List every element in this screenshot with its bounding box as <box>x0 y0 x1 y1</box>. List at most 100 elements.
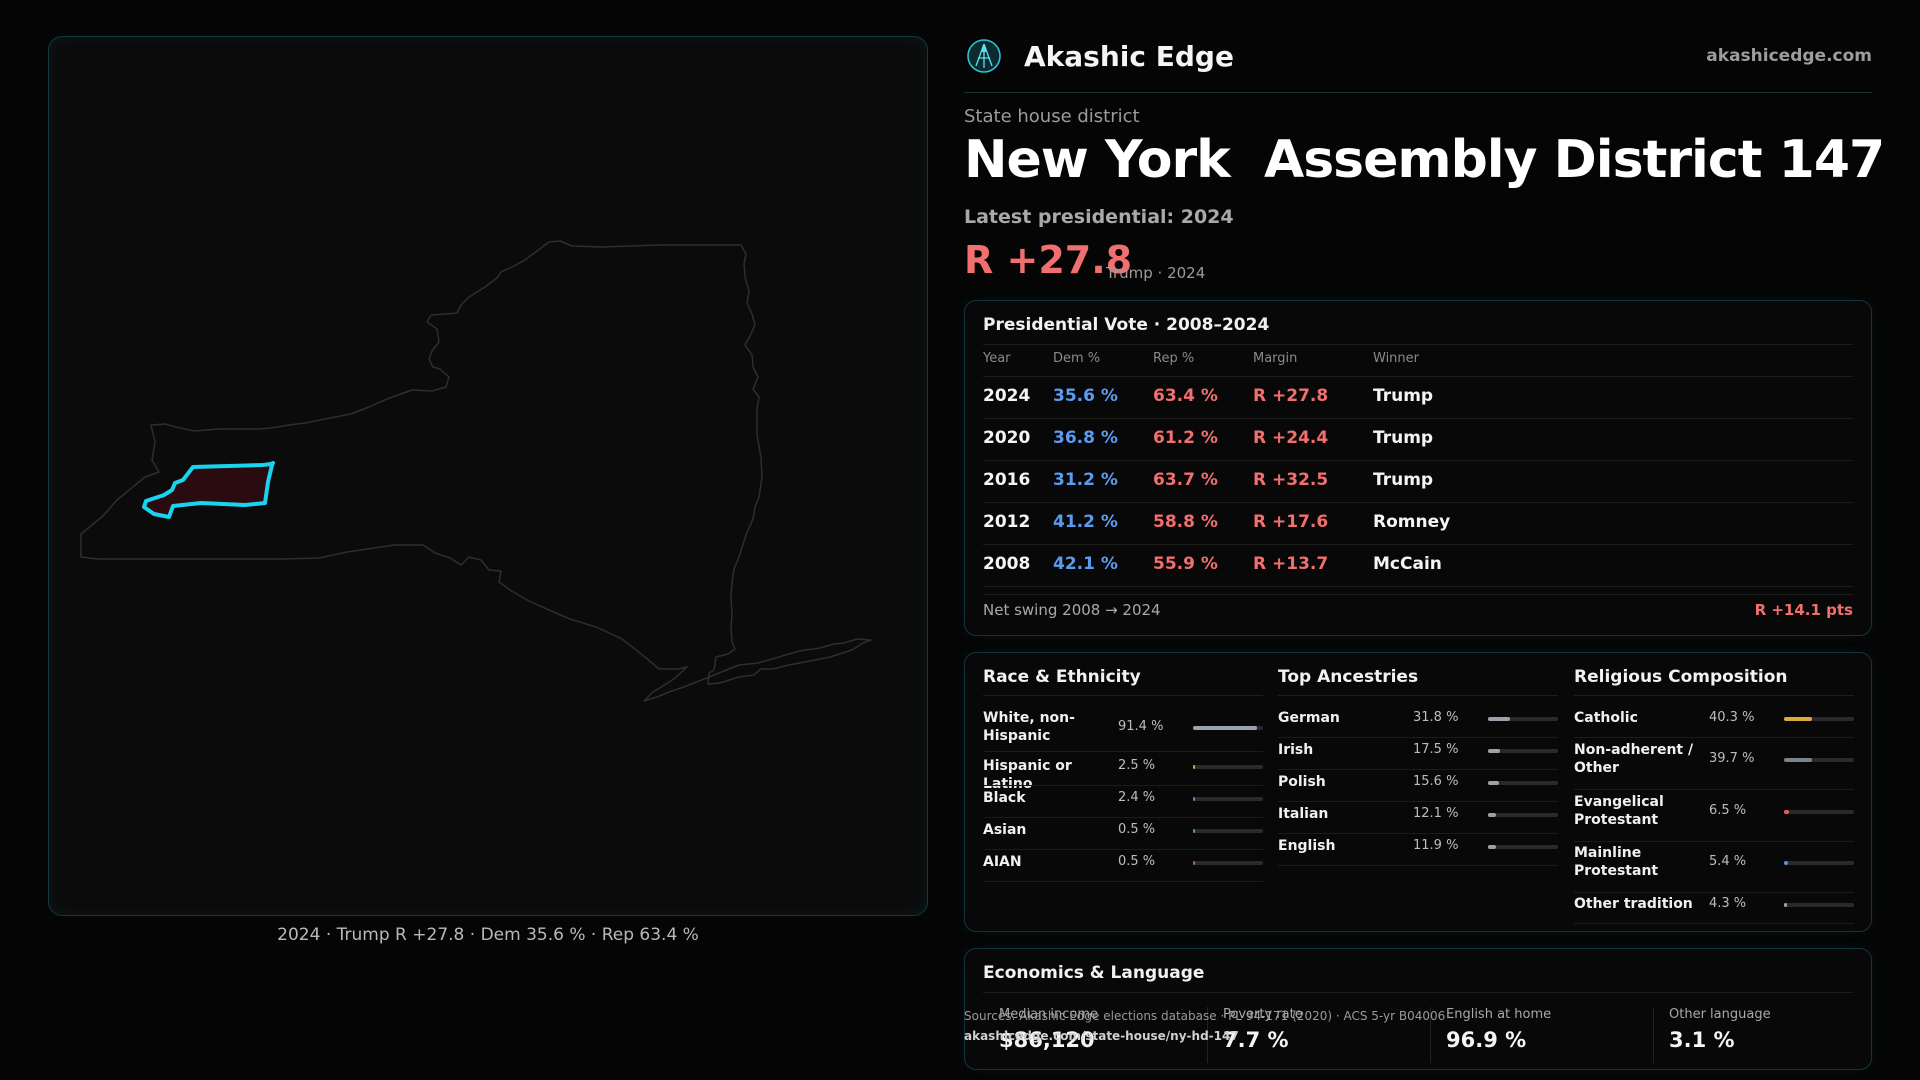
stat-label: Black <box>983 790 1026 806</box>
state-map[interactable] <box>49 37 929 917</box>
stat-label: Polish <box>1278 774 1326 790</box>
row-divider <box>983 594 1853 595</box>
stat-label: Median income <box>999 1007 1099 1022</box>
stat-row[interactable]: Evangelical Protestant 6.5 % <box>1574 793 1854 842</box>
stat-label: Other tradition <box>1574 896 1693 912</box>
row-rep: 61.2 % <box>1153 428 1218 448</box>
stat-label: German <box>1278 710 1340 726</box>
row-dem: 42.1 % <box>1053 554 1118 574</box>
brand-url-link[interactable]: akashicedge.com <box>1706 46 1872 66</box>
row-divider <box>983 751 1263 752</box>
stat-value: 96.9 % <box>1446 1028 1527 1052</box>
row-dem: 36.8 % <box>1053 428 1118 448</box>
card-divider <box>983 992 1853 993</box>
stat-label: Asian <box>983 822 1027 838</box>
stat-bar-track <box>1784 903 1854 907</box>
row-dem: 35.6 % <box>1053 386 1118 406</box>
stat-bar-track <box>1488 845 1558 849</box>
stat-value: 2.5 % <box>1118 758 1156 773</box>
row-divider <box>983 376 1853 377</box>
stat-label: English at home <box>1446 1007 1552 1022</box>
page-title: New York Assembly District 147 <box>964 130 1885 190</box>
stat-label: Irish <box>1278 742 1314 758</box>
row-rep: 58.8 % <box>1153 512 1218 532</box>
stat-value: 7.7 % <box>1223 1028 1289 1052</box>
stat-bar-track <box>1784 861 1854 865</box>
stat-row[interactable]: Other tradition 4.3 % <box>1574 895 1854 924</box>
stat-row[interactable]: Polish 15.6 % <box>1278 773 1558 802</box>
stat-row[interactable]: Mainline Protestant 5.4 % <box>1574 844 1854 893</box>
stat-bar-fill <box>1488 749 1500 753</box>
brand-name[interactable]: Akashic Edge <box>1024 40 1234 73</box>
brand-header: Akashic Edge akashicedge.com <box>964 36 1872 76</box>
stat-row[interactable]: Irish 17.5 % <box>1278 741 1558 770</box>
row-divider <box>1278 801 1558 802</box>
row-margin: R +17.6 <box>1253 512 1329 532</box>
stat-bar-track <box>1193 829 1263 833</box>
row-winner: Trump <box>1373 386 1434 406</box>
row-divider <box>983 544 1853 545</box>
stat-value: 31.8 % <box>1413 710 1459 725</box>
stat-value: 5.4 % <box>1709 854 1747 869</box>
row-divider <box>983 881 1263 882</box>
stat-divider <box>1430 1007 1431 1063</box>
stat-row[interactable]: Asian 0.5 % <box>983 821 1263 850</box>
row-divider <box>983 418 1853 419</box>
presidential-vote-card: Presidential Vote · 2008–2024 Year Dem %… <box>964 300 1872 636</box>
stat-row[interactable]: Non-adherent / Other 39.7 % <box>1574 741 1854 790</box>
net-swing-label: Net swing 2008 → 2024 <box>983 601 1161 619</box>
stat-value: 39.7 % <box>1709 751 1755 766</box>
stat-row[interactable]: Catholic 40.3 % <box>1574 709 1854 738</box>
stat-value: 12.1 % <box>1413 806 1459 821</box>
district-147-highlight[interactable] <box>142 461 275 519</box>
stat-row[interactable]: White, non-Hispanic 91.4 % <box>983 709 1263 752</box>
row-rep: 55.9 % <box>1153 554 1218 574</box>
section-divider <box>983 695 1263 696</box>
stat-value: 0.5 % <box>1118 822 1156 837</box>
source-text: Sources: Akashic Edge elections database… <box>964 1009 1446 1023</box>
stat-label: AIAN <box>983 854 1022 870</box>
row-rep: 63.4 % <box>1153 386 1218 406</box>
stat-label: Evangelical Protestant <box>1574 794 1664 828</box>
row-divider <box>1574 841 1854 842</box>
row-divider <box>983 817 1263 818</box>
stat-bar-track <box>1784 717 1854 721</box>
map-panel[interactable] <box>48 36 928 916</box>
stat-bar-fill <box>1488 845 1496 849</box>
row-divider <box>1574 892 1854 893</box>
stat-value: 3.1 % <box>1669 1028 1735 1052</box>
stat-value: 40.3 % <box>1709 710 1755 725</box>
row-divider <box>1574 923 1854 924</box>
stat-value: 15.6 % <box>1413 774 1459 789</box>
poverty-rate-stat: Poverty rate 7.7 % <box>1223 1007 1303 1052</box>
col-winner: Winner <box>1373 351 1420 366</box>
col-year: Year <box>983 351 1011 366</box>
stat-bar-fill <box>1488 717 1510 721</box>
stat-value: 2.4 % <box>1118 790 1156 805</box>
stat-row[interactable]: Black 2.4 % <box>983 789 1263 818</box>
stat-bar-fill <box>1784 903 1787 907</box>
stat-row[interactable]: Hispanic or Latino 2.5 % <box>983 757 1263 792</box>
median-income-stat: Median income $86,120 <box>999 1007 1098 1052</box>
akashic-logo-icon[interactable] <box>966 38 1002 74</box>
row-divider <box>1278 769 1558 770</box>
stat-bar-track <box>1488 717 1558 721</box>
stat-row[interactable]: AIAN 0.5 % <box>983 853 1263 882</box>
stat-value: 0.5 % <box>1118 854 1156 869</box>
source-url-link[interactable]: akashicedge.com/state-house/ny-hd-147 <box>964 1029 1239 1043</box>
stat-value: 4.3 % <box>1709 896 1747 911</box>
stat-value: 6.5 % <box>1709 803 1747 818</box>
stat-bar-track <box>1193 797 1263 801</box>
stat-label: Other language <box>1669 1007 1771 1022</box>
religion-section: Religious Composition Catholic 40.3 % Non-… <box>1574 653 1854 933</box>
stat-row[interactable]: English 11.9 % <box>1278 837 1558 866</box>
row-margin: R +32.5 <box>1253 470 1329 490</box>
stat-row[interactable]: German 31.8 % <box>1278 709 1558 738</box>
stat-divider <box>1653 1007 1654 1063</box>
row-winner: Trump <box>1373 470 1434 490</box>
stat-bar-fill <box>1193 765 1195 769</box>
stat-bar-fill <box>1784 758 1812 762</box>
ancestry-title: Top Ancestries <box>1278 667 1419 687</box>
stat-row[interactable]: Italian 12.1 % <box>1278 805 1558 834</box>
source-note: Sources: Akashic Edge elections database… <box>964 1006 1445 1046</box>
